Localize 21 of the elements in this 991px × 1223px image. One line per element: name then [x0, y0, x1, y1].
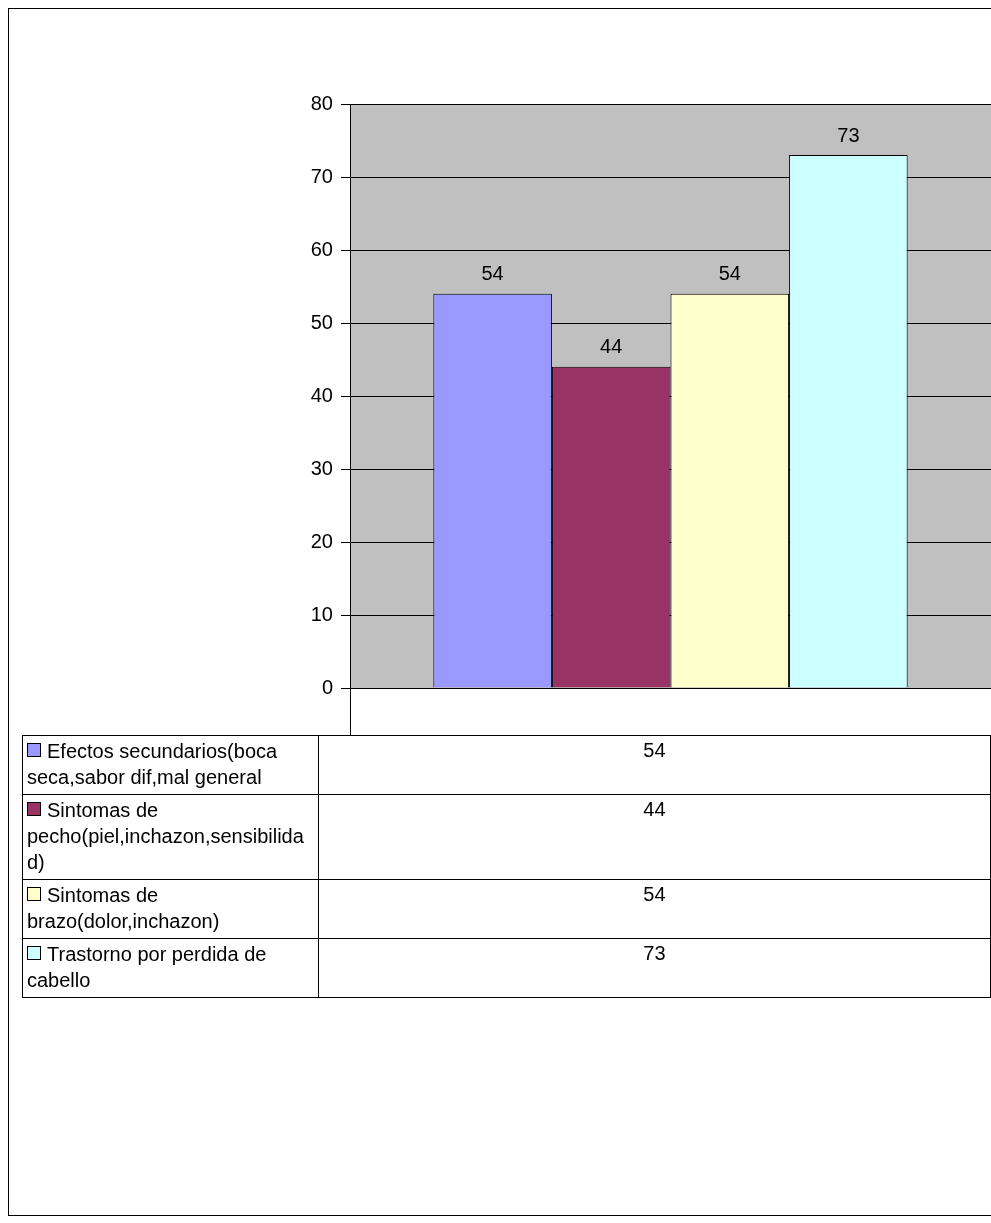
text: 54 [643, 739, 666, 762]
text: 54 [643, 883, 666, 906]
y-tick-label: 0 [321, 675, 333, 698]
y-tick-label: 40 [310, 383, 333, 406]
y-tick-label: 50 [310, 310, 333, 333]
legend-label: Trastorno por perdida de cabello [22, 938, 319, 998]
y-tick-label: 80 [310, 91, 333, 114]
legend-label: Sintomas de pecho(piel,inchazon,sensibilidad) [22, 794, 319, 880]
data-label: 54 [481, 262, 504, 285]
data-label: 44 [600, 335, 623, 358]
legend-label: Efectos secundarios(boca seca,sabor dif,mal general [22, 735, 319, 795]
y-tick-label: 10 [310, 602, 333, 625]
data-label: 73 [837, 123, 860, 146]
text: 73 [643, 942, 666, 965]
y-tick-label: 30 [310, 456, 333, 479]
legend-label: Sintomas de brazo(dolor,inchazon) [22, 879, 319, 939]
y-tick-label: 70 [310, 164, 333, 187]
y-tick-label: 20 [310, 529, 333, 552]
data-label: 54 [718, 262, 741, 285]
y-tick-label: 60 [310, 237, 333, 260]
text: 44 [643, 798, 666, 821]
